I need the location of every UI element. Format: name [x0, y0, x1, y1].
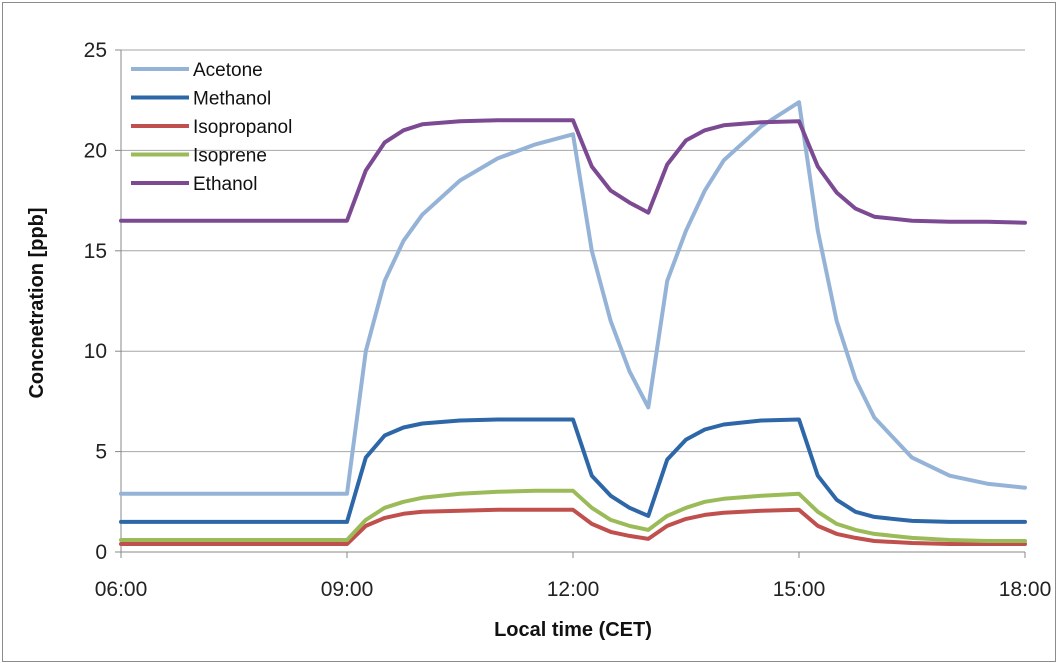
x-tick-label: 15:00 [773, 578, 826, 601]
x-tick-label: 09:00 [321, 578, 374, 601]
legend-label-isopropanol: Isopropanol [193, 117, 292, 138]
legend-label-acetone: Acetone [193, 60, 263, 81]
axes: 0 5 10 15 20 25 06:00 09:00 12:00 15:00 18:00 [84, 39, 1052, 601]
line-chart: 0 5 10 15 20 25 06:00 09:00 12:00 15:00 18:00 Acet… [26, 39, 1052, 641]
series-line-methanol [119, 417, 1027, 524]
y-tick-label: 0 [95, 541, 107, 564]
legend: Acetone Methanol Isopropanol Isoprene Ethano… [131, 60, 292, 195]
x-tick-label: 18:00 [999, 578, 1052, 601]
series-line-isoprene [119, 488, 1027, 543]
y-tick-label: 10 [84, 340, 107, 363]
gridlines [121, 49, 1025, 453]
y-axis-title: Concnetration [ppb] [26, 207, 48, 398]
legend-label-isoprene: Isoprene [193, 146, 267, 167]
legend-label-ethanol: Ethanol [193, 174, 257, 195]
series-line-ethanol [119, 118, 1027, 225]
x-tick-label: 06:00 [95, 578, 148, 601]
y-tick-label: 5 [95, 441, 107, 464]
x-axis-title: Local time (CET) [494, 619, 652, 641]
series-line-acetone [119, 100, 1027, 496]
y-tick-label: 20 [84, 139, 107, 162]
series-line-isopropanol [119, 507, 1027, 546]
legend-label-methanol: Methanol [193, 89, 271, 110]
series-lines [119, 100, 1027, 546]
y-tick-label: 15 [84, 240, 107, 263]
x-tick-label: 12:00 [547, 578, 600, 601]
y-tick-label: 25 [84, 39, 107, 62]
